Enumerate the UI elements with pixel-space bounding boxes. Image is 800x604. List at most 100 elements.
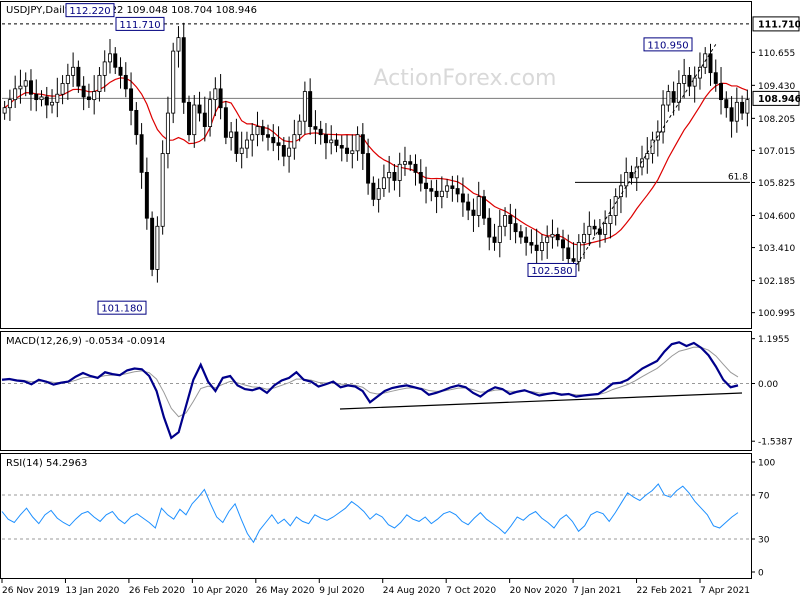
moving-average-line bbox=[4, 77, 748, 246]
candle-body bbox=[360, 134, 365, 154]
candle bbox=[171, 42, 176, 124]
candle-body bbox=[187, 101, 191, 136]
candle bbox=[39, 90, 44, 107]
candle-body bbox=[740, 101, 745, 114]
candle-body bbox=[418, 171, 423, 184]
price-callout: 101.180 bbox=[97, 300, 147, 315]
candle-body bbox=[671, 91, 676, 103]
candle bbox=[392, 164, 397, 191]
candle-body bbox=[666, 91, 671, 106]
candle bbox=[113, 47, 118, 75]
candle bbox=[266, 124, 270, 151]
x-tick-label: 20 Nov 2020 bbox=[510, 586, 568, 596]
candle bbox=[640, 145, 644, 176]
rsi-tick-label: 70 bbox=[758, 492, 770, 502]
candle-body bbox=[713, 72, 718, 84]
candle-body bbox=[302, 91, 307, 122]
candle bbox=[287, 136, 292, 173]
candle-body bbox=[487, 217, 492, 238]
rsi-line bbox=[1, 483, 739, 544]
rsi-panel-frame bbox=[0, 453, 752, 579]
candle bbox=[229, 121, 234, 151]
candle-body bbox=[313, 126, 318, 130]
candle-body bbox=[44, 96, 49, 106]
candle-body bbox=[229, 131, 234, 138]
candle-body bbox=[424, 182, 429, 189]
candle bbox=[108, 38, 112, 74]
price-callout: 102.580 bbox=[527, 262, 577, 277]
price-callout-label: 101.180 bbox=[101, 304, 142, 315]
candle bbox=[534, 228, 539, 266]
candle bbox=[308, 78, 313, 135]
candle bbox=[181, 22, 186, 114]
candle bbox=[345, 134, 350, 162]
macd-line bbox=[1, 341, 739, 440]
candle-body bbox=[392, 171, 397, 181]
candle bbox=[271, 124, 276, 152]
candle bbox=[529, 229, 534, 254]
candle-body bbox=[108, 53, 112, 63]
candle bbox=[334, 133, 339, 153]
rsi-tick-label: 0 bbox=[758, 569, 764, 579]
candle-body bbox=[39, 96, 44, 101]
candle bbox=[729, 96, 734, 138]
candle bbox=[561, 229, 565, 262]
price-guides: 61.8 bbox=[2, 23, 750, 183]
candle-body bbox=[692, 77, 697, 87]
candle-body bbox=[729, 107, 734, 122]
x-tick-label: 26 May 2020 bbox=[256, 586, 315, 596]
price-callout-box bbox=[65, 3, 115, 18]
macd-trend-line bbox=[339, 392, 743, 410]
candle-body bbox=[244, 139, 249, 149]
candle bbox=[508, 203, 513, 241]
candle bbox=[455, 175, 460, 203]
candle bbox=[213, 77, 218, 117]
candle-body bbox=[192, 104, 197, 136]
candle-body bbox=[697, 66, 702, 79]
rsi-tick-label: 100 bbox=[758, 459, 775, 469]
candle-body bbox=[197, 104, 202, 114]
candle-body bbox=[413, 163, 418, 173]
candle bbox=[439, 176, 444, 209]
candle-body bbox=[81, 85, 86, 98]
current-price-label: 108.946 bbox=[752, 90, 800, 106]
candle bbox=[260, 119, 265, 142]
candle bbox=[28, 69, 33, 111]
candle bbox=[118, 57, 123, 89]
macd-axis: 1.1955 0.00 -1.5387 bbox=[751, 335, 793, 448]
candle bbox=[366, 138, 371, 195]
candle-body bbox=[608, 215, 613, 224]
candle-body bbox=[529, 242, 534, 246]
candle bbox=[597, 219, 602, 248]
price-panel-title: USDJPY,Daily bbox=[6, 5, 71, 16]
macd-signal-line bbox=[1, 346, 739, 418]
candle-body bbox=[28, 80, 33, 95]
candle bbox=[65, 63, 70, 100]
candle bbox=[613, 188, 618, 226]
candle-body bbox=[503, 215, 508, 227]
candle bbox=[281, 137, 286, 167]
candle bbox=[155, 216, 160, 283]
watermark-text: ActionForex.com bbox=[374, 66, 557, 91]
candle bbox=[371, 176, 376, 207]
price-annotations: 112.220 111.710 101.180 102.580 110.950 bbox=[65, 3, 717, 315]
candle-body bbox=[676, 83, 681, 103]
candle bbox=[339, 135, 344, 162]
candle bbox=[592, 219, 597, 236]
candle-body bbox=[60, 83, 65, 95]
candle-body bbox=[134, 110, 139, 136]
macd-tick-label: 0.00 bbox=[758, 380, 778, 390]
macd-panel-title: MACD(12,26,9) -0.0534 -0.0914 bbox=[6, 336, 166, 347]
price-candles bbox=[2, 22, 750, 283]
candle bbox=[18, 69, 23, 104]
candle-body bbox=[234, 131, 239, 154]
x-tick-label: 22 Feb 2021 bbox=[637, 586, 693, 596]
macd-panel-frame bbox=[0, 331, 752, 451]
candle-body bbox=[329, 139, 334, 144]
candle bbox=[603, 210, 608, 243]
candle bbox=[666, 84, 671, 112]
candle bbox=[250, 123, 255, 157]
x-tick-label: 7 Oct 2020 bbox=[446, 586, 496, 596]
candle-body bbox=[439, 190, 444, 198]
candle bbox=[460, 177, 465, 217]
